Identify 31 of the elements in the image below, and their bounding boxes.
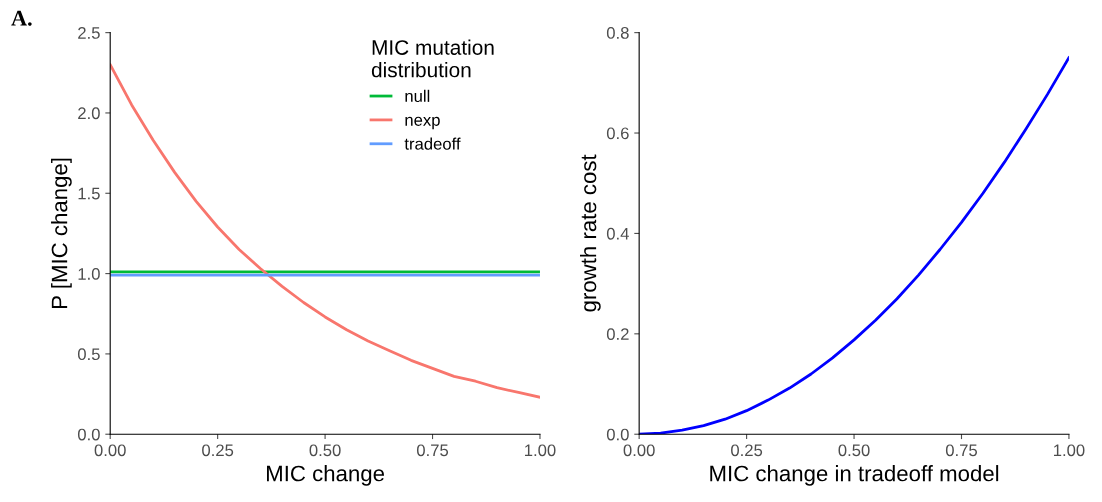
legend-label: tradeoff <box>404 137 461 150</box>
x-tick-label: 0.25 <box>202 444 234 457</box>
chart-title: A. <box>11 10 32 26</box>
y-tick-label: 0.4 <box>606 227 629 240</box>
legend-title: MIC mutation distribution <box>371 39 494 78</box>
y-tick-label: 1.5 <box>78 187 100 200</box>
x-axis-title: MIC change in tradeoff model <box>710 465 999 486</box>
y-axis-title: P [MIC change] <box>51 158 72 308</box>
x-tick-label: 0.75 <box>416 444 449 457</box>
y-tick-label: 0.5 <box>77 348 100 361</box>
y-tick-label: 0.0 <box>606 428 629 441</box>
x-tick-label: 0.25 <box>731 444 763 457</box>
legend-label: null <box>405 89 430 103</box>
y-tick-label: 1.0 <box>78 267 100 280</box>
line-series <box>110 63 540 399</box>
x-tick-label: 1.00 <box>525 444 556 457</box>
x-tick-label: 0.00 <box>94 444 126 457</box>
y-axis-title: growth rate cost <box>580 154 601 312</box>
x-tick-label: 0.00 <box>623 444 655 457</box>
y-tick-label: 2.5 <box>78 27 100 39</box>
y-tick-label: 0.8 <box>606 27 629 39</box>
x-tick-label: 0.50 <box>838 444 870 457</box>
x-tick-label: 1.00 <box>1053 444 1085 457</box>
y-tick-label: 2.0 <box>78 107 100 120</box>
legend-label: nexp <box>405 116 440 130</box>
y-tick-label: 0.2 <box>606 328 629 341</box>
y-tick-label: 0.0 <box>77 428 100 441</box>
y-tick-label: 0.6 <box>606 127 629 140</box>
x-tick-label: 0.50 <box>309 444 341 457</box>
x-axis-title: MIC change <box>267 465 385 486</box>
x-tick-label: 0.75 <box>945 444 978 457</box>
